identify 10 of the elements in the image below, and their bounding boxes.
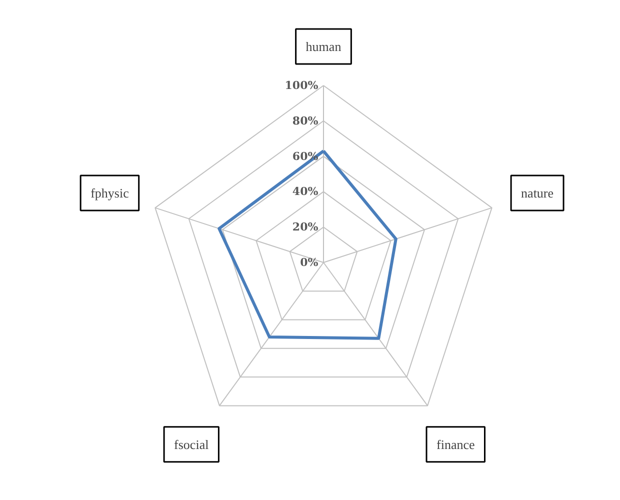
spoke-label: nature (521, 186, 554, 201)
y-tick-label: 100% (284, 79, 319, 92)
y-tick-label: 40% (292, 185, 319, 198)
y-tick-label: 20% (292, 220, 319, 234)
y-tick-label: 80% (292, 114, 319, 128)
y-tick-label: 0% (300, 256, 319, 269)
spoke-label: fphysic (90, 186, 130, 201)
spoke-label: finance (436, 436, 475, 452)
spoke-label: human (306, 39, 342, 54)
spoke-label: fsocial (174, 436, 210, 452)
